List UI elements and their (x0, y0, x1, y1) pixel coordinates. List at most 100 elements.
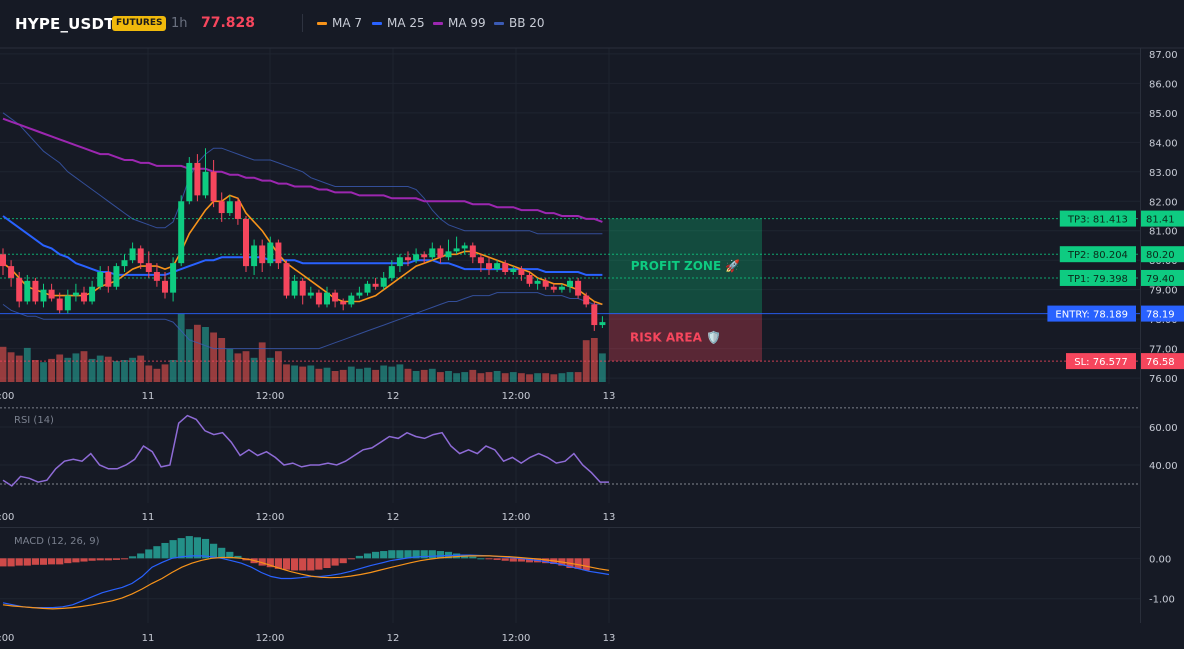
candle-body (502, 263, 509, 272)
candle-body (89, 286, 96, 302)
macd-axis-tick: -1.00 (1149, 595, 1175, 606)
candle-body (210, 171, 217, 202)
x-axis-label: 13 (603, 633, 616, 644)
candle-body (24, 280, 31, 302)
volume-bar (315, 368, 323, 382)
macd-hist-bar (96, 558, 104, 561)
volume-bar (453, 373, 460, 382)
volume-bar (121, 360, 128, 382)
symbol-name[interactable]: HYPE_USDT (15, 15, 115, 33)
volume-bar (169, 360, 177, 382)
macd-hist-bar (193, 537, 201, 559)
header-divider (302, 14, 303, 32)
macd-hist-bar (177, 538, 185, 559)
macd-hist-bar (525, 558, 534, 563)
macd-hist-bar (291, 558, 299, 571)
volume-bar (80, 351, 88, 382)
volume-bar (218, 338, 226, 382)
volume-bar (194, 324, 201, 382)
candle-body (372, 283, 379, 287)
price-axis-tick: 87.00 (1149, 50, 1178, 61)
legend-ma25-label: MA 25 (387, 16, 425, 30)
macd-hist-bar (15, 558, 23, 566)
volume-bar (291, 365, 298, 382)
legend-bb20[interactable]: BB 20 (494, 16, 545, 30)
volume-bar (266, 357, 274, 382)
legend-ma99[interactable]: MA 99 (433, 16, 486, 30)
volume-bar (420, 369, 428, 382)
level-tag-label: ENTRY: 78.189 (1055, 310, 1128, 321)
level-axis-tag (1141, 246, 1184, 263)
macd-hist-bar (72, 558, 80, 563)
volume-bar (485, 372, 493, 382)
futures-badge: FUTURES (112, 16, 167, 31)
volume-bar (501, 373, 509, 382)
volume-bar (23, 347, 31, 382)
candle-body (558, 286, 565, 290)
price-axis-tick: 83.00 (1149, 168, 1178, 179)
volume-bar (40, 362, 47, 382)
legend-ma25[interactable]: MA 25 (372, 16, 425, 30)
macd-hist-bar (0, 558, 7, 567)
level-axis-label: 79.40 (1146, 274, 1175, 285)
macd-hist-bar (31, 558, 39, 565)
volume-bar (493, 371, 501, 382)
volume-bar (275, 351, 282, 382)
x-axis-label: 11 (142, 512, 155, 523)
legend-ma7[interactable]: MA 7 (317, 16, 362, 30)
macd-hist-bar (266, 558, 274, 568)
macd-hist-bar (185, 536, 193, 559)
timeframe-selector[interactable]: 1h (171, 16, 188, 31)
volume-bar (145, 365, 153, 382)
candle-body (453, 248, 460, 252)
level-tag-label: TP3: 81.413 (1067, 215, 1128, 226)
volume-bar (445, 371, 452, 382)
chart-header: HYPE_USDT FUTURES 1h 77.828 MA 7 MA 25 M… (0, 0, 1184, 48)
volume-bar (428, 368, 436, 382)
candle-body (356, 292, 363, 296)
candle-body (153, 272, 160, 281)
macd-hist-bar (420, 550, 428, 559)
candle-body (56, 298, 63, 311)
volume-bar (574, 372, 582, 382)
volume-bar (347, 366, 355, 382)
volume-bar (161, 364, 169, 382)
macd-hist-bar (80, 558, 88, 562)
level-tag-label: TP2: 80.204 (1067, 250, 1128, 261)
volume-bar (582, 340, 590, 382)
macd-hist-bar (574, 558, 582, 569)
candle-body (283, 263, 290, 296)
price-axis-tick: 77.00 (1149, 345, 1178, 356)
macd-hist-bar (493, 558, 501, 560)
x-axis-label: 12:00 (256, 391, 285, 402)
macd-hist-bar (169, 540, 177, 559)
volume-bar (153, 368, 161, 382)
x-axis-label: 11 (142, 633, 155, 644)
volume-bar (331, 371, 339, 382)
x-axis-label: 12:00 (256, 633, 285, 644)
candle-body (178, 201, 185, 264)
macd-hist-bar (258, 558, 266, 566)
profit-zone-label: PROFIT ZONE 🚀 (631, 259, 741, 273)
ma99-swatch (433, 21, 443, 25)
candle-body (348, 295, 355, 305)
candle-body (405, 257, 411, 261)
last-price: 77.828 (201, 15, 256, 31)
candle-body (324, 292, 330, 305)
candle-body (469, 245, 476, 258)
level-axis-tag (1141, 353, 1184, 370)
macd-hist-bar (517, 558, 525, 562)
rsi-pane-label: RSI (14) (14, 415, 54, 426)
macd-signal-line (2, 555, 610, 610)
candle-body (226, 201, 233, 214)
candle-body (32, 280, 39, 302)
macd-hist-bar (355, 555, 363, 559)
macd-hist-bar (129, 556, 137, 559)
volume-bar (380, 365, 388, 382)
volume-bar (104, 356, 112, 382)
volume-bar (177, 313, 185, 382)
macd-line (2, 554, 610, 609)
x-axis-label: 12 (387, 391, 400, 402)
x-axis-label: 09:00 (0, 391, 14, 402)
